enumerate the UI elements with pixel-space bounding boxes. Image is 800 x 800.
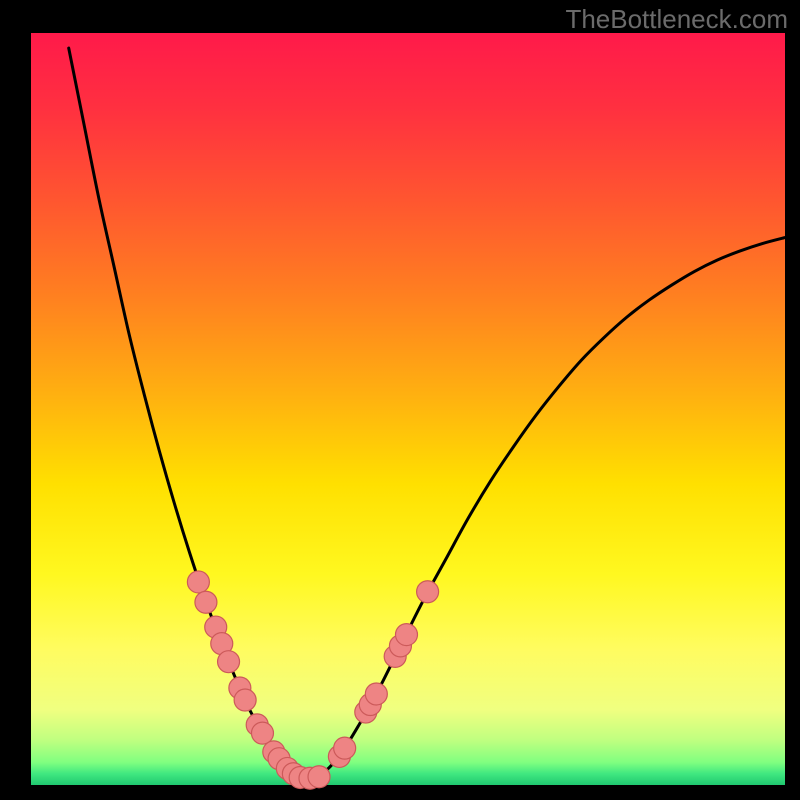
data-marker <box>308 766 330 788</box>
data-marker <box>417 581 439 603</box>
data-marker <box>187 571 209 593</box>
data-marker <box>251 722 273 744</box>
data-marker <box>195 591 217 613</box>
data-marker <box>218 651 240 673</box>
data-marker <box>395 624 417 646</box>
data-marker <box>365 683 387 705</box>
chart-svg <box>0 0 800 800</box>
chart-container: TheBottleneck.com <box>0 0 800 800</box>
data-marker <box>334 737 356 759</box>
plot-background <box>31 33 785 785</box>
watermark-text: TheBottleneck.com <box>565 4 788 35</box>
data-marker <box>234 689 256 711</box>
